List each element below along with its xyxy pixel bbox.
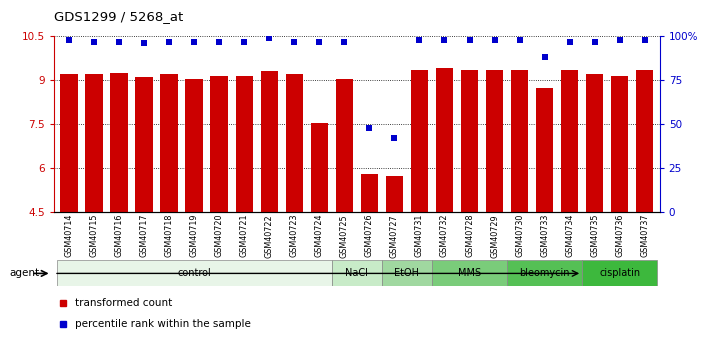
Bar [56,260,332,286]
Bar [536,88,553,212]
Bar [507,260,582,286]
Bar [332,260,382,286]
Point [339,39,350,44]
Point [89,39,100,44]
Bar [211,76,228,212]
Text: MMS: MMS [458,268,481,278]
Bar [61,74,78,212]
Point [514,37,526,42]
Bar [161,74,178,212]
Text: percentile rank within the sample: percentile rank within the sample [75,319,251,328]
Bar [611,76,629,212]
Text: GSM40714: GSM40714 [65,214,74,257]
Point [363,125,375,130]
Text: agent: agent [9,268,40,278]
Text: GSM40736: GSM40736 [615,214,624,257]
Point [539,55,550,60]
Bar [110,73,128,212]
Point [188,39,200,44]
Text: EtOH: EtOH [394,268,420,278]
Bar [510,70,528,212]
Text: transformed count: transformed count [75,298,172,308]
Bar [311,123,328,212]
Point [489,37,500,42]
Bar [286,74,303,212]
Text: GSM40732: GSM40732 [440,214,449,257]
Text: GSM40728: GSM40728 [465,214,474,257]
Text: control: control [177,268,211,278]
Bar [236,76,253,212]
Text: GSM40720: GSM40720 [215,214,224,257]
Text: GSM40735: GSM40735 [590,214,599,257]
Text: GSM40734: GSM40734 [565,214,574,257]
Bar [386,176,403,212]
Bar [136,77,153,212]
Text: bleomycin: bleomycin [519,268,570,278]
Text: GSM40719: GSM40719 [190,214,199,257]
Bar [461,70,478,212]
Point [63,37,75,42]
Point [438,37,450,42]
Point [639,37,650,42]
Point [239,39,250,44]
Text: GSM40718: GSM40718 [164,214,174,257]
Text: NaCl: NaCl [345,268,368,278]
Point [389,136,400,141]
Text: GSM40725: GSM40725 [340,214,349,257]
Text: GSM40724: GSM40724 [315,214,324,257]
Point [414,37,425,42]
Text: GSM40729: GSM40729 [490,214,499,257]
Text: GDS1299 / 5268_at: GDS1299 / 5268_at [54,10,183,23]
Bar [382,260,432,286]
Bar [432,260,507,286]
Point [464,37,475,42]
Text: cisplatin: cisplatin [599,268,640,278]
Bar [561,70,578,212]
Text: GSM40727: GSM40727 [390,214,399,257]
Text: GSM40726: GSM40726 [365,214,374,257]
Bar [360,174,379,212]
Point [564,39,575,44]
Bar [411,70,428,212]
Text: GSM40716: GSM40716 [115,214,123,257]
Point [164,39,175,44]
Bar [185,79,203,212]
Point [213,39,225,44]
Point [288,39,300,44]
Point [264,35,275,41]
Point [113,39,125,44]
Text: GSM40723: GSM40723 [290,214,298,257]
Point [314,39,325,44]
Text: GSM40737: GSM40737 [640,214,649,257]
Text: GSM40722: GSM40722 [265,214,274,257]
Text: GSM40717: GSM40717 [140,214,149,257]
Bar [486,70,503,212]
Bar [582,260,658,286]
Text: GSM40715: GSM40715 [89,214,99,257]
Bar [335,79,353,212]
Text: GSM40730: GSM40730 [515,214,524,257]
Point [589,39,601,44]
Point [614,37,625,42]
Bar [586,74,603,212]
Bar [636,70,653,212]
Bar [260,71,278,212]
Bar [435,68,454,212]
Point [138,40,150,46]
Bar [85,74,103,212]
Text: GSM40733: GSM40733 [540,214,549,257]
Text: GSM40731: GSM40731 [415,214,424,257]
Text: GSM40721: GSM40721 [240,214,249,257]
